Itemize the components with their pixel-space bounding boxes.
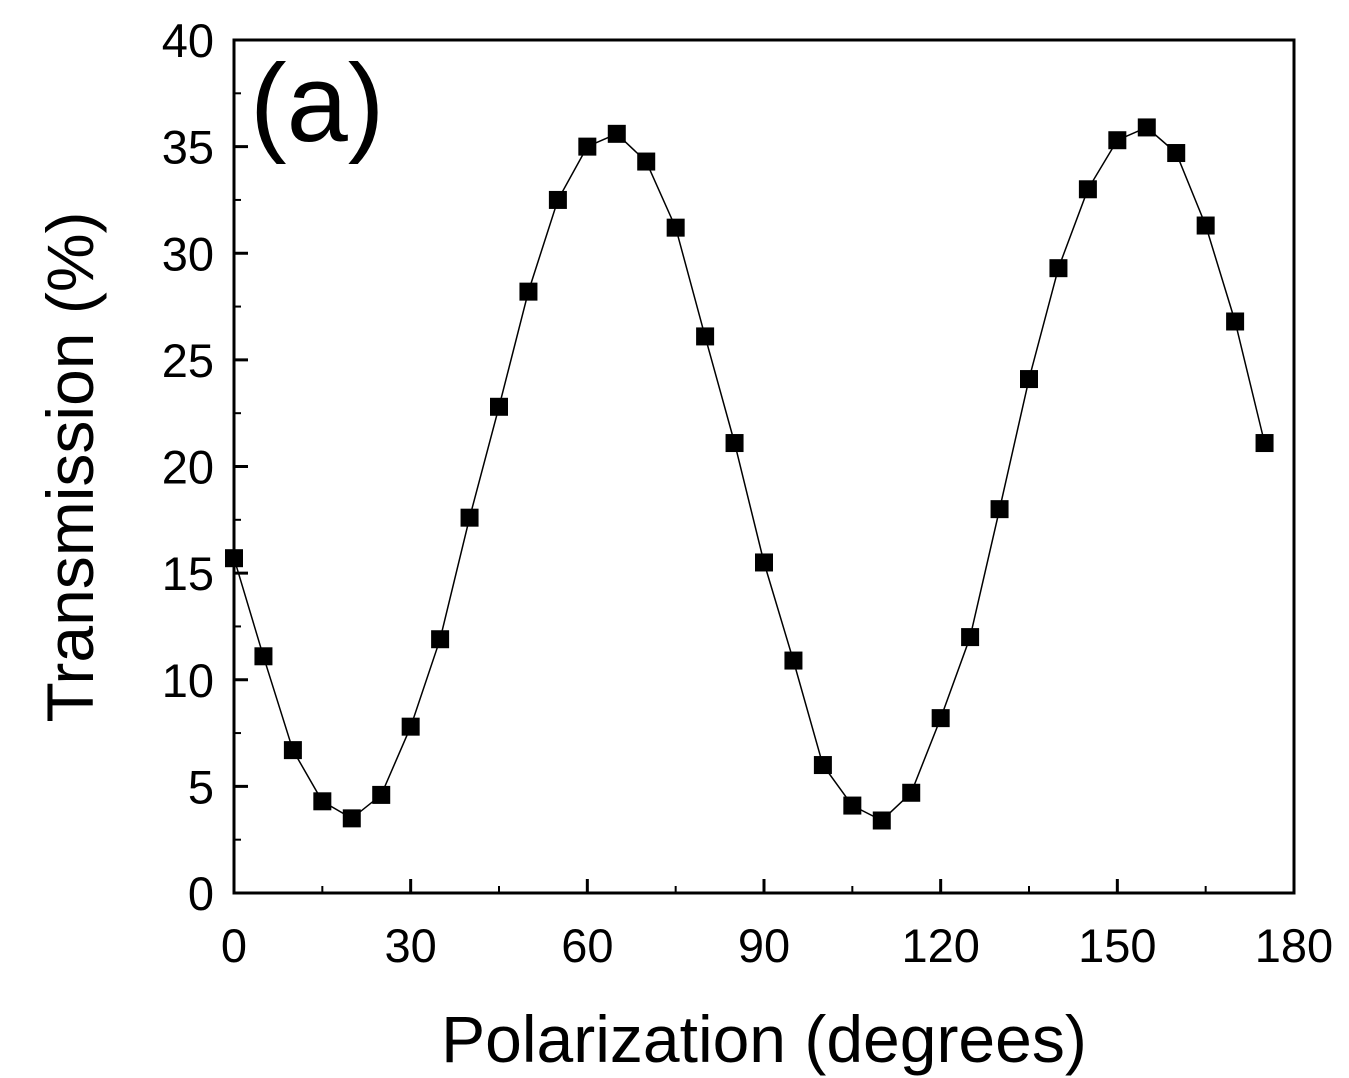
data-point (931, 709, 950, 728)
data-point (548, 190, 567, 209)
data-point (519, 282, 538, 301)
x-tick-label: 30 (385, 919, 437, 972)
x-tick-label: 60 (561, 919, 613, 972)
data-point (254, 647, 273, 666)
x-tick-label: 150 (1078, 919, 1156, 972)
data-point (696, 327, 715, 346)
data-point (725, 434, 744, 453)
y-axis-title: Transmission (%) (33, 212, 107, 723)
y-tick-label: 15 (162, 547, 214, 600)
x-tick-label: 180 (1255, 919, 1333, 972)
x-tick-label: 120 (901, 919, 979, 972)
data-point (1049, 259, 1068, 278)
data-point (431, 630, 450, 649)
x-axis-title: Polarization (degrees) (441, 1002, 1087, 1076)
data-point (813, 756, 832, 775)
data-point (578, 137, 597, 156)
x-tick-label: 0 (221, 919, 247, 972)
data-point (490, 397, 508, 416)
plot-frame (232, 38, 1296, 895)
series-line (233, 126, 1266, 822)
data-point (902, 783, 921, 802)
y-tick-label: 30 (162, 227, 214, 280)
y-major-ticks (234, 38, 248, 895)
data-point (1196, 216, 1215, 235)
data-point (1255, 434, 1274, 453)
data-point (755, 553, 773, 572)
data-point (1167, 144, 1186, 163)
data-point (372, 785, 391, 804)
data-point (1137, 118, 1156, 137)
x-tick-label: 90 (738, 919, 790, 972)
x-major-ticks (232, 879, 1296, 893)
x-tick-labels: 0 30 60 90 120 150 180 (221, 919, 1333, 972)
y-tick-label: 5 (188, 760, 214, 813)
y-tick-label: 20 (162, 441, 214, 494)
data-point (460, 508, 479, 527)
data-point (637, 152, 656, 171)
data-point (283, 741, 302, 760)
data-point (1108, 131, 1127, 150)
y-tick-labels: 0 5 10 15 20 25 30 35 40 (162, 14, 214, 920)
y-tick-label: 35 (162, 121, 214, 174)
y-tick-label: 0 (188, 867, 214, 920)
y-tick-label: 10 (162, 654, 214, 707)
data-point (666, 218, 685, 237)
y-tick-label: 40 (162, 14, 214, 67)
data-point (1078, 180, 1097, 199)
data-point (784, 651, 803, 670)
data-point (313, 792, 332, 811)
data-point (843, 796, 862, 815)
data-point (990, 500, 1009, 519)
data-point (401, 717, 420, 736)
data-point (1226, 312, 1245, 331)
data-point (1020, 370, 1038, 389)
y-tick-label: 25 (162, 334, 214, 387)
data-point (961, 628, 980, 647)
data-markers (225, 118, 1274, 830)
data-point (342, 809, 361, 828)
data-point (607, 124, 626, 143)
data-point (872, 811, 891, 830)
panel-label: (a) (250, 42, 384, 165)
